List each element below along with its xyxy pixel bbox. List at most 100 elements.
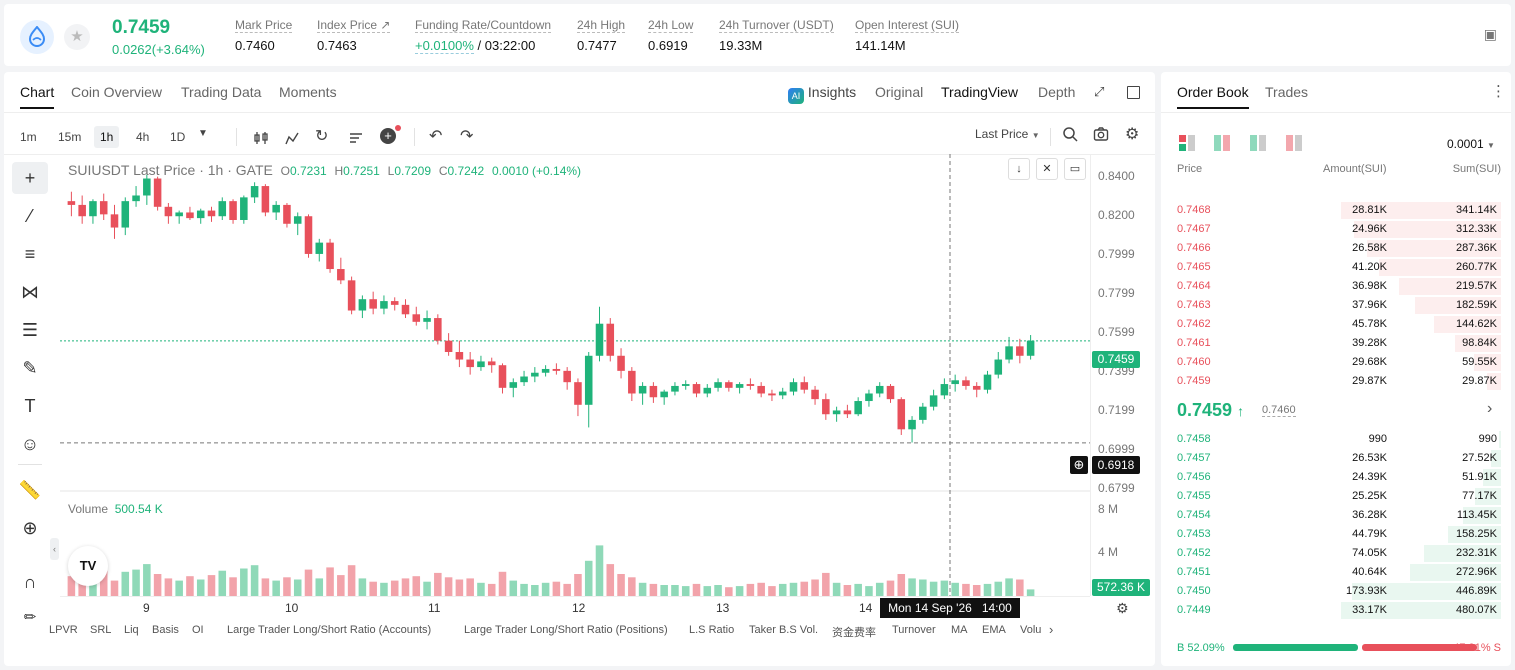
replay-icon[interactable]: ↻ [315,128,329,145]
redo-icon[interactable]: ↷ [460,128,474,145]
bid-row[interactable]: 0.7451 40.64K 272.96K [1161,563,1511,582]
chevron-right-icon[interactable]: › [1487,400,1493,417]
ruler-icon[interactable]: 📏 [18,480,42,500]
order-sum: 27.52K [1462,452,1497,465]
tab-trades[interactable]: Trades [1265,84,1309,100]
crosshair-icon[interactable]: + [12,162,48,194]
insights-button[interactable]: AI Insights [788,84,856,104]
ask-row[interactable]: 0.7459 29.87K 29.87K [1161,372,1511,391]
stat-index-price[interactable]: Index Price ↗ 0.7463 [317,18,391,53]
view-asks-bids-icon[interactable] [1214,135,1230,151]
text-tool-icon[interactable]: T [24,396,36,416]
templates-icon[interactable] [348,130,364,146]
candlestick-type-icon[interactable] [253,130,269,146]
bid-row[interactable]: 0.7453 44.79K 158.25K [1161,525,1511,544]
undo-icon[interactable]: ↶ [429,128,443,145]
stat-24h-low: 24h Low 0.6919 [648,18,694,53]
bid-row[interactable]: 0.7449 33.17K 480.07K [1161,601,1511,620]
indicator-large-trader-positions[interactable]: Large Trader Long/Short Ratio (Positions… [464,624,668,636]
more-options-icon[interactable]: ⋮ [1491,83,1506,100]
tab-chart[interactable]: Chart [20,84,55,109]
indicators-icon[interactable] [284,130,300,146]
indicator-funding-rate[interactable]: 资金费率 [832,627,876,639]
ask-row[interactable]: 0.7460 29.68K 59.55K [1161,353,1511,372]
bid-row[interactable]: 0.7452 74.05K 232.31K [1161,544,1511,563]
tab-tradingview[interactable]: TradingView [941,84,1019,100]
indicator-large-trader-accounts[interactable]: Large Trader Long/Short Ratio (Accounts) [227,624,432,636]
ask-row[interactable]: 0.7467 24.96K 312.33K [1161,220,1511,239]
tradingview-logo-icon[interactable]: TV [68,546,108,586]
settings-gear-icon[interactable]: ⚙ [1116,600,1129,616]
collapse-toolbar-arrow-icon[interactable]: ‹ [50,538,59,560]
chevron-right-icon[interactable]: › [1049,622,1054,637]
tab-coin-overview[interactable]: Coin Overview [71,84,163,100]
candlestick-chart[interactable] [60,154,1090,596]
tab-trading-data[interactable]: Trading Data [181,84,262,100]
bid-row[interactable]: 0.7458 990 990 [1161,430,1511,448]
settings-gear-icon[interactable]: ⚙ [1125,126,1140,143]
parallel-lines-icon[interactable]: ≡ [24,244,36,264]
ask-row[interactable]: 0.7462 45.78K 144.62K [1161,315,1511,334]
timeframe-1h[interactable]: 1h [94,126,120,148]
pattern-icon[interactable]: ⋈ [21,282,39,302]
timeframe-15m[interactable]: 15m [58,130,82,144]
ask-row[interactable]: 0.7463 37.96K 182.59K [1161,296,1511,315]
ask-row[interactable]: 0.7465 41.20K 260.77K [1161,258,1511,277]
maximize-pane-icon[interactable]: ▭ [1064,158,1086,180]
ask-row[interactable]: 0.7464 36.98K 219.57K [1161,277,1511,296]
price-type-select[interactable]: Last Price ▼ [975,127,1040,141]
book-icon[interactable]: ▣ [1483,26,1497,42]
tab-moments[interactable]: Moments [279,84,337,100]
view-asks-icon[interactable] [1286,135,1302,151]
indicator-srl[interactable]: SRL [90,624,112,636]
indicator-ma[interactable]: MA [951,624,968,636]
tab-depth[interactable]: Depth [1038,84,1076,100]
bid-row[interactable]: 0.7450 173.93K 446.89K [1161,582,1511,601]
timeframe-1m[interactable]: 1m [20,130,37,144]
indicator-ls-ratio[interactable]: L.S Ratio [689,624,735,636]
indicator-oi[interactable]: OI [192,624,204,636]
indicator-ema[interactable]: EMA [982,624,1006,636]
indicator-basis[interactable]: Basis [152,624,179,636]
order-sum: 272.96K [1456,566,1497,579]
ask-row[interactable]: 0.7466 26.58K 287.36K [1161,239,1511,258]
search-icon[interactable] [1062,126,1078,142]
favorite-star-icon[interactable]: ★ [64,24,90,50]
indicator-taker-bs-vol[interactable]: Taker B.S Vol. [749,624,819,636]
camera-icon[interactable] [1093,126,1109,142]
bid-row[interactable]: 0.7455 25.25K 77.17K [1161,487,1511,506]
view-bids-icon[interactable] [1250,135,1266,151]
add-alert-icon[interactable]: + [380,128,396,144]
candle-body [175,212,183,217]
timeframe-1d[interactable]: 1D [170,130,186,144]
bid-row[interactable]: 0.7457 26.53K 27.52K [1161,449,1511,468]
pencil-icon[interactable]: ✏ [23,609,37,626]
tab-original[interactable]: Original [875,84,924,100]
magnet-icon[interactable]: ∩ [23,572,37,592]
ask-row[interactable]: 0.7461 39.28K 98.84K [1161,334,1511,353]
add-crosshair-plus-icon[interactable]: ⊕ [1070,456,1088,474]
bid-row[interactable]: 0.7454 36.28K 113.45K [1161,506,1511,525]
bid-row[interactable]: 0.7456 24.39K 51.91K [1161,468,1511,487]
indicator-lpvr[interactable]: LPVR [49,624,78,636]
trend-line-icon[interactable]: ⁄ [28,206,32,226]
chevron-down-icon[interactable]: ▼ [198,128,208,139]
indicator-turnover[interactable]: Turnover [892,624,936,636]
emoji-icon[interactable]: ☺ [20,434,40,454]
collapse-icon[interactable]: ✕ [1036,158,1058,180]
indicator-volume[interactable]: Volu [1020,624,1042,636]
candle-body [121,201,130,228]
window-icon[interactable] [1127,86,1140,99]
tab-order-book[interactable]: Order Book [1177,84,1249,109]
timeframe-4h[interactable]: 4h [136,130,150,144]
zoom-in-icon[interactable]: ⊕ [22,518,38,538]
fib-icon[interactable]: ☰ [21,320,39,340]
view-both-icon[interactable] [1179,135,1195,151]
fullscreen-icon[interactable]: ⤢ [1094,84,1105,99]
candle-body [660,391,668,398]
precision-select[interactable]: 0.0001 ▼ [1447,137,1495,151]
ask-row[interactable]: 0.7468 28.81K 341.14K [1161,201,1511,219]
brush-icon[interactable]: ✎ [22,358,38,378]
scroll-down-icon[interactable]: ↓ [1008,158,1030,180]
indicator-liq[interactable]: Liq [124,624,139,636]
